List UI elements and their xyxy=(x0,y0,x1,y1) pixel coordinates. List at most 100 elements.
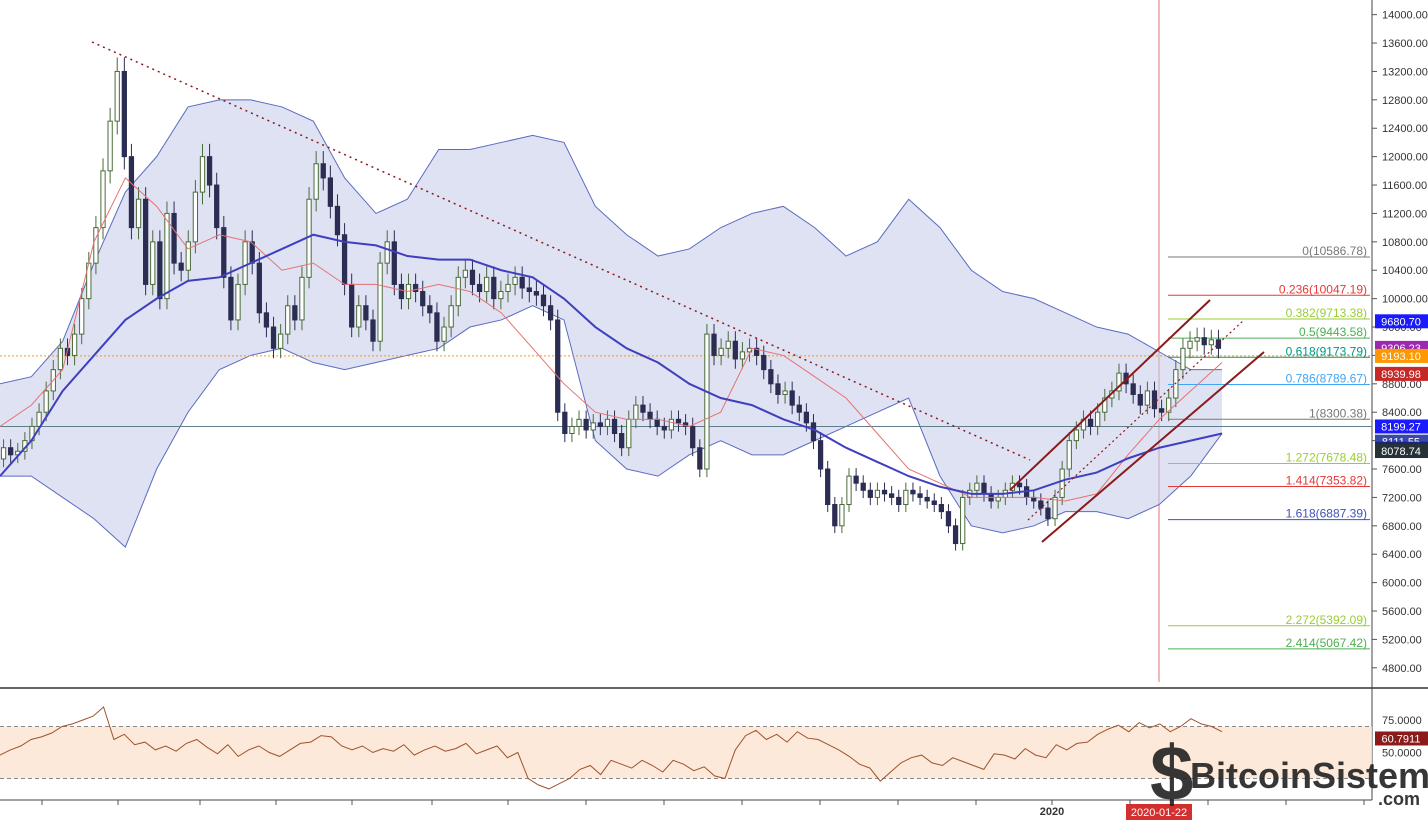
candle-bear xyxy=(754,347,760,356)
candle-bear xyxy=(931,500,937,506)
candle-bear xyxy=(263,312,270,328)
candle-bear xyxy=(881,489,888,495)
candle-bear xyxy=(945,511,952,527)
candle-bear xyxy=(1087,418,1094,427)
cursor-date-badge xyxy=(1126,804,1192,820)
candle-bear xyxy=(768,369,774,385)
candle-bear xyxy=(221,227,227,278)
candle-bear xyxy=(796,404,802,413)
rsi-panel: 75.0000 50.0000 60.7911 xyxy=(0,706,1428,790)
price-tick-label: 12800.00 xyxy=(1382,95,1428,107)
candle-bull xyxy=(1194,337,1200,342)
candle-bear xyxy=(825,468,831,506)
candle-bull xyxy=(1059,468,1065,498)
fibonacci-retracement[interactable]: 0(10586.78) 0.236(10047.19) 0.382(9713.38)… xyxy=(1168,244,1370,650)
candle-bull xyxy=(1166,397,1172,413)
candle-bull xyxy=(590,422,596,431)
candle-bull xyxy=(462,269,468,278)
price-badge-label: 8199.27 xyxy=(1381,421,1421,433)
price-badge xyxy=(1375,314,1428,329)
candle-bear xyxy=(889,493,895,498)
fib-label: 1.414(7353.82) xyxy=(1286,473,1367,487)
candle-bull xyxy=(150,241,156,285)
candle-bear xyxy=(817,440,824,470)
candle-bull xyxy=(995,496,1001,502)
rsi-tick-label: 75.0000 xyxy=(1382,715,1422,727)
price-tick-label: 13200.00 xyxy=(1382,66,1428,78)
fib-label: 1.272(7678.48) xyxy=(1286,450,1367,464)
fib-label: 2.414(5067.42) xyxy=(1286,636,1367,650)
fib-label: 1(8300.38) xyxy=(1309,406,1367,420)
year-label: 2020 xyxy=(1040,806,1064,818)
price-tick-label: 8400.00 xyxy=(1382,407,1422,419)
candle-bull xyxy=(668,418,675,431)
candle-bull xyxy=(299,276,305,321)
candle-bull xyxy=(626,418,632,449)
ma-slow-line xyxy=(0,233,1223,495)
candle-bear xyxy=(270,326,277,349)
candle-bear xyxy=(121,70,127,158)
moving-averages xyxy=(0,177,1223,502)
price-tick-label: 5600.00 xyxy=(1382,606,1422,618)
candle-bear xyxy=(910,489,916,495)
candle-bear xyxy=(555,319,561,413)
candle-bull xyxy=(313,163,319,200)
candle-bear xyxy=(924,496,930,502)
candle-bull xyxy=(199,156,206,193)
price-tick-label: 7600.00 xyxy=(1382,464,1422,476)
candle-bear xyxy=(540,294,547,307)
price-badge-label: 8939.98 xyxy=(1381,369,1421,381)
fib-label: 0.5(9443.58) xyxy=(1299,325,1367,339)
candle-bear xyxy=(611,418,618,435)
fib-label: 0(10586.78) xyxy=(1302,244,1367,258)
candle-bear xyxy=(1201,337,1207,346)
price-tick-label: 13600.00 xyxy=(1382,38,1428,50)
price-badge-label: 9680.70 xyxy=(1381,316,1421,328)
price-badge xyxy=(1375,348,1428,363)
candle-bull xyxy=(782,390,788,395)
candle-bull xyxy=(1187,340,1193,349)
candle-bull xyxy=(455,276,461,307)
price-axis[interactable]: 14000.00 13600.00 13200.00 12800.00 12400.00… xyxy=(1372,10,1428,675)
price-tick-label: 14000.00 xyxy=(1382,10,1428,22)
candle-bear xyxy=(1130,383,1136,395)
candle-bull xyxy=(633,404,639,420)
candle-bear xyxy=(654,418,660,427)
candle-bear xyxy=(640,404,646,413)
candle-bear xyxy=(491,276,497,300)
bollinger-lower xyxy=(0,305,1223,548)
candle-bull xyxy=(185,241,191,271)
price-badge-label: 8078.74 xyxy=(1381,446,1421,458)
trendline-drawings[interactable] xyxy=(91,41,1265,543)
candle-bear xyxy=(690,425,696,449)
candle-bear xyxy=(732,340,738,360)
candle-bull xyxy=(1208,339,1214,346)
candle-bear xyxy=(157,241,163,300)
watermark-brand: BitcoinSistemi xyxy=(1190,755,1428,796)
time-axis[interactable]: 2020 2020-01-22 xyxy=(41,800,1365,820)
rsi-band-fill xyxy=(0,726,1372,779)
ma-fast-line xyxy=(0,177,1223,502)
candle-bull xyxy=(57,347,64,371)
price-tick-label: 5200.00 xyxy=(1382,634,1422,646)
candle-bull xyxy=(1116,372,1122,392)
candle-bear xyxy=(938,504,944,513)
channel-upper-line xyxy=(1009,299,1211,491)
candle-bear xyxy=(412,283,419,293)
candle-bear xyxy=(334,205,341,236)
candle-bull xyxy=(718,347,724,356)
candle-bear xyxy=(619,433,625,449)
candle-bull xyxy=(93,227,99,264)
candle-bear xyxy=(171,212,177,264)
fib-label: 0.236(10047.19) xyxy=(1279,282,1367,296)
fib-label: 0.618(9173.79) xyxy=(1286,344,1367,358)
candle-bear xyxy=(547,305,554,321)
candle-bear xyxy=(256,262,262,314)
candle-bull xyxy=(192,191,199,243)
candle-bear xyxy=(533,291,540,296)
candle-bear xyxy=(789,390,795,406)
candle-bear xyxy=(363,305,369,321)
candle-bull xyxy=(1066,440,1072,470)
